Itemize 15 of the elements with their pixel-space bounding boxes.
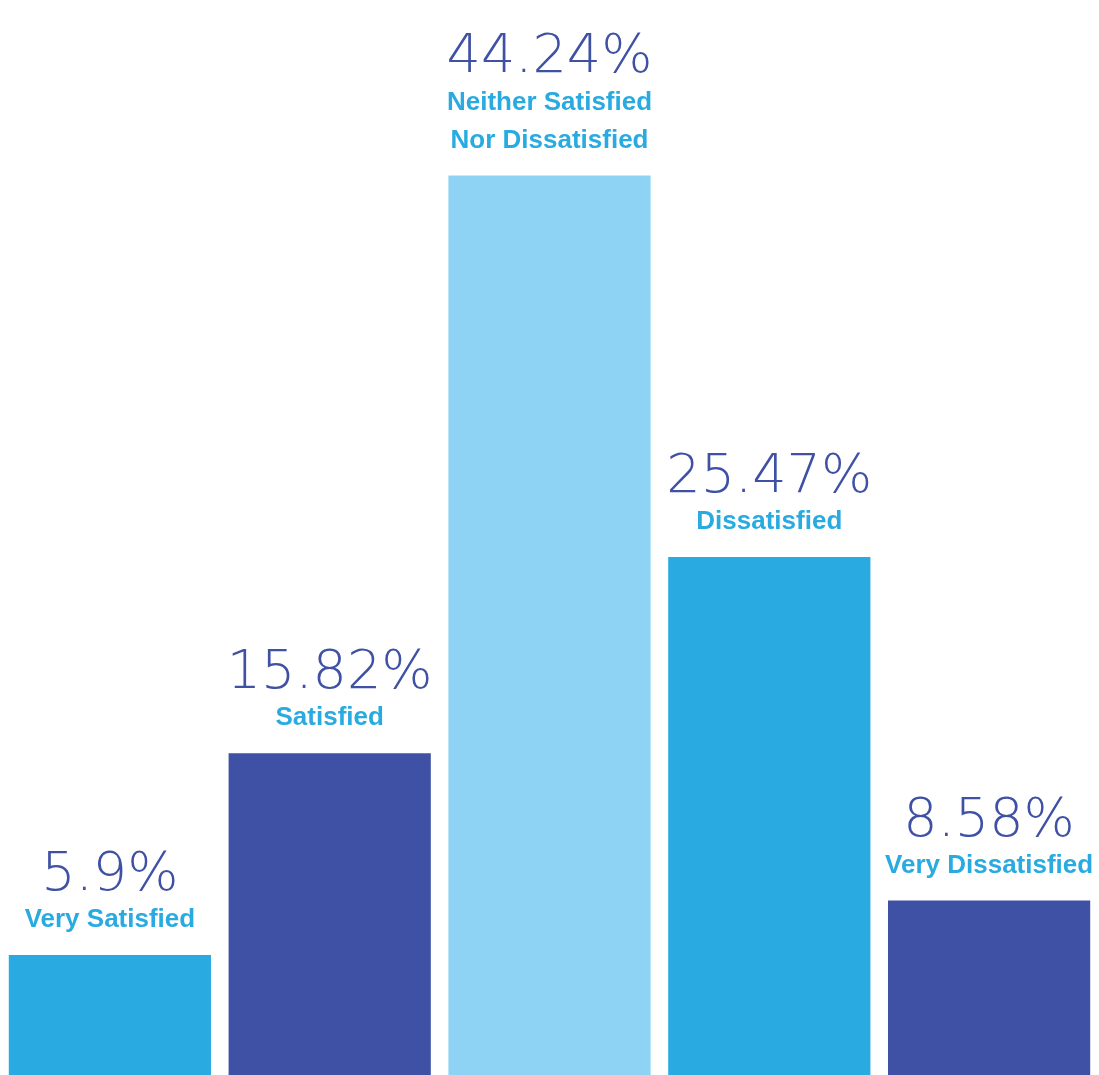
x-tick-label: Dissatisfied xyxy=(696,505,843,536)
data-label: 44.24% xyxy=(446,22,653,86)
x-tick-label: Very Satisfied xyxy=(24,903,196,934)
bar xyxy=(887,900,1091,1075)
x-tick-label: Neither Satisfied Nor Dissatisfied xyxy=(446,85,653,154)
x-tick-label: Satisfied xyxy=(275,701,384,732)
bar xyxy=(8,955,212,1075)
data-label: 5.9% xyxy=(41,840,179,904)
bar xyxy=(448,175,651,1075)
bar xyxy=(228,753,431,1075)
data-label: 15.82% xyxy=(226,638,433,702)
bar xyxy=(668,557,871,1075)
data-label: 8.58% xyxy=(903,785,1075,849)
x-tick-label: Very Dissatisfied xyxy=(885,848,1094,879)
data-label: 25.47% xyxy=(666,442,873,506)
